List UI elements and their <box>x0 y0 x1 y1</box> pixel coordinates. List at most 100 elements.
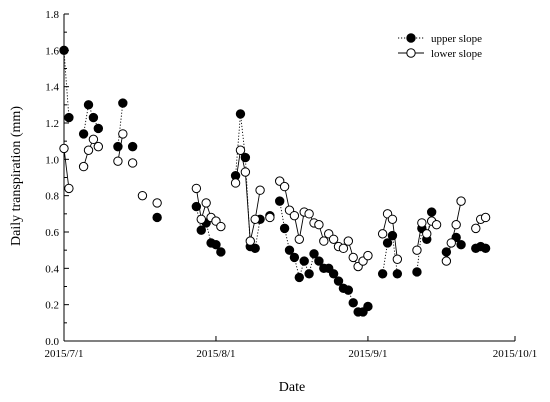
data-point <box>59 45 69 56</box>
x-axis-title: Date <box>279 380 305 395</box>
data-point <box>338 243 349 254</box>
legend: upper slope lower slope <box>398 33 482 60</box>
data-point <box>422 229 432 239</box>
data-point <box>152 198 162 208</box>
series-line-segment <box>347 289 354 304</box>
data-point <box>294 234 305 244</box>
data-point <box>64 183 74 194</box>
y-tick-label: 1.4 <box>45 82 59 94</box>
data-point <box>78 161 89 172</box>
legend-marker <box>406 33 416 43</box>
x-tick-label: 2015/8/1 <box>196 348 235 360</box>
series-line-segment <box>235 150 241 184</box>
data-point <box>348 298 358 308</box>
data-point <box>279 223 290 234</box>
data-point <box>417 218 427 228</box>
data-point <box>265 212 275 223</box>
data-point <box>382 238 393 248</box>
data-point <box>118 98 128 108</box>
data-point <box>456 240 466 250</box>
data-point <box>299 256 309 266</box>
data-point <box>294 272 305 283</box>
series-line-segment <box>382 242 388 274</box>
data-point <box>88 134 99 145</box>
data-point <box>250 214 260 224</box>
series-line-segment <box>88 104 94 118</box>
data-point <box>471 223 481 234</box>
data-point <box>78 129 89 139</box>
data-point <box>83 145 94 155</box>
data-point <box>304 269 314 279</box>
series-line-segment <box>244 172 251 242</box>
data-point <box>127 158 138 168</box>
data-point <box>289 210 300 221</box>
data-point <box>113 156 123 166</box>
data-point <box>127 141 138 152</box>
y-tick-label: 0.4 <box>45 263 59 275</box>
data-point <box>309 249 319 259</box>
data-point <box>152 212 162 223</box>
legend-marker <box>406 48 416 58</box>
data-point <box>392 254 403 264</box>
data-point <box>83 100 94 110</box>
data-point <box>93 123 104 134</box>
data-point <box>387 230 398 241</box>
data-point <box>314 220 324 230</box>
y-tick-label: 1.0 <box>45 154 59 166</box>
data-point <box>348 252 358 263</box>
y-axis-title: Daily transpiration (mm) <box>9 106 24 246</box>
data-point <box>363 301 373 312</box>
data-point <box>230 178 241 188</box>
data-point <box>446 238 456 248</box>
data-point <box>343 285 354 295</box>
data-point <box>377 269 388 279</box>
data-point <box>456 196 466 206</box>
series-line-segment <box>195 188 202 220</box>
data-point <box>426 207 437 217</box>
data-point <box>319 236 329 246</box>
series-line-segment <box>63 50 70 118</box>
series-layer <box>59 45 491 317</box>
series-line-segment <box>391 235 398 274</box>
data-point <box>328 269 339 279</box>
data-point <box>412 267 422 277</box>
series-line-segment <box>235 113 241 176</box>
y-tick-label: 0.6 <box>45 227 59 239</box>
legend-label: upper slope <box>431 33 482 45</box>
data-point <box>240 167 251 177</box>
data-point <box>235 109 246 119</box>
data-point <box>196 225 206 235</box>
series-line-segment <box>254 190 261 220</box>
data-point <box>387 214 398 224</box>
y-tick-label: 0.0 <box>45 336 59 348</box>
data-point <box>201 198 211 208</box>
y-tick-label: 1.8 <box>45 9 59 21</box>
data-point <box>211 240 221 250</box>
data-point <box>377 229 388 239</box>
data-point <box>191 183 202 194</box>
legend-label: lower slope <box>431 48 482 60</box>
data-point <box>245 236 255 246</box>
axes-layer: 0.0 0.2 0.4 0.6 0.8 1.0 1.2 1.4 1.6 1.8 2015/7/1 20… <box>44 9 537 360</box>
series-line-segment <box>303 260 310 274</box>
data-point <box>363 250 373 261</box>
data-point <box>216 247 226 257</box>
data-point <box>480 212 491 223</box>
data-point <box>93 141 104 152</box>
series-line-segment <box>83 104 89 134</box>
data-point <box>196 214 206 224</box>
y-tick-label: 1.6 <box>45 45 59 57</box>
y-tick-label: 0.2 <box>45 300 59 312</box>
data-point <box>412 245 422 255</box>
data-point <box>392 269 403 279</box>
data-point <box>137 190 148 201</box>
data-point <box>451 220 461 230</box>
data-point <box>255 185 265 195</box>
data-point <box>274 196 285 206</box>
x-tick-label: 2015/10/1 <box>493 348 538 360</box>
x-tick-label: 2015/7/1 <box>44 348 83 360</box>
x-tick-label: 2015/9/1 <box>348 348 387 360</box>
data-point <box>431 220 442 230</box>
data-point <box>235 145 246 155</box>
